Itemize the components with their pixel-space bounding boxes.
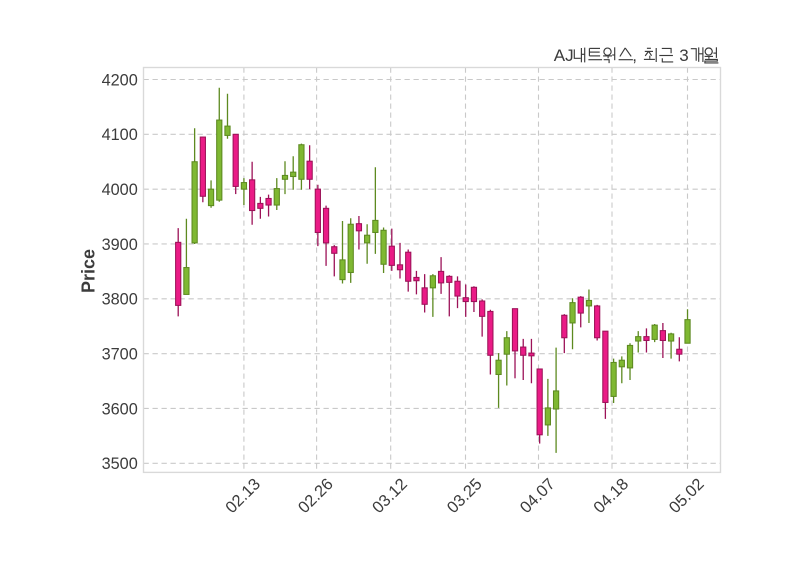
svg-text:3800: 3800 — [102, 291, 138, 309]
svg-text:3500: 3500 — [102, 455, 138, 473]
svg-text:Price: Price — [79, 249, 99, 293]
svg-text:4100: 4100 — [102, 126, 138, 144]
svg-text:3600: 3600 — [102, 400, 138, 418]
svg-text:3700: 3700 — [102, 345, 138, 363]
svg-text:4000: 4000 — [102, 181, 138, 199]
svg-text:,: , — [632, 46, 637, 65]
svg-text:AJ: AJ — [554, 46, 574, 65]
svg-text:3: 3 — [679, 46, 688, 65]
svg-text:4200: 4200 — [102, 71, 138, 89]
svg-text:3900: 3900 — [102, 236, 138, 254]
